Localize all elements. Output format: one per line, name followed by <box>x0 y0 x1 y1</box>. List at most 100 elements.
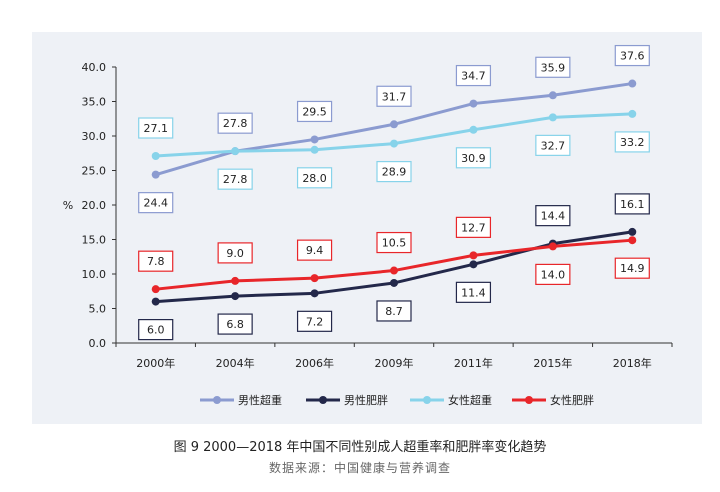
data-label-box <box>376 160 412 183</box>
data-label: 9.4 <box>306 244 324 257</box>
data-label-box <box>614 193 650 215</box>
data-label-box <box>376 231 412 254</box>
data-point <box>390 120 398 129</box>
y-tick-label: 0.0 <box>89 337 107 350</box>
data-label: 10.5 <box>382 237 407 250</box>
line-chart: 0.0 5.0 10.0 15.0 20.0 25.0 30.0 35.0 40.0% 2000年… <box>63 44 673 407</box>
data-label: 14.9 <box>620 262 645 275</box>
data-label-box <box>138 319 174 341</box>
data-label: 28.9 <box>382 166 407 179</box>
data-label: 8.7 <box>385 305 403 318</box>
data-label: 24.4 <box>143 197 168 210</box>
data-point <box>310 289 319 298</box>
legend-label: 男性超重 <box>238 393 282 407</box>
data-point <box>310 145 319 154</box>
data-label: 33.2 <box>620 136 645 149</box>
x-tick-label: 2004年 <box>216 356 255 370</box>
legend-swatch-dot <box>525 396 533 404</box>
data-point <box>390 139 398 148</box>
data-point <box>151 297 160 306</box>
data-label: 27.8 <box>223 117 248 130</box>
x-tick-label: 2018年 <box>613 356 652 370</box>
data-label: 35.9 <box>541 61 566 74</box>
data-label-box <box>296 239 333 261</box>
data-label-box <box>296 310 333 332</box>
data-point <box>548 91 557 100</box>
data-label-box <box>138 250 174 272</box>
figure-caption: 图 9 2000—2018 年中国不同性别成人超重率和肥胖率变化趋势 <box>173 440 547 455</box>
data-point <box>469 260 478 269</box>
data-point <box>151 152 160 161</box>
legend-swatch-dot <box>213 396 221 404</box>
x-tick-label: 2006年 <box>295 356 334 370</box>
data-label-box <box>535 263 571 285</box>
data-point <box>390 278 398 287</box>
data-point <box>151 285 160 294</box>
data-label: 11.4 <box>461 286 486 299</box>
x-tick-label: 2009年 <box>375 356 414 370</box>
data-point <box>469 125 478 134</box>
x-tick-label: 2015年 <box>533 356 572 370</box>
y-tick-label: 35.0 <box>82 96 107 109</box>
data-label-box <box>138 192 174 214</box>
data-point <box>231 147 240 156</box>
data-point <box>231 276 240 285</box>
data-label-box <box>217 168 253 190</box>
data-label: 30.9 <box>461 152 486 165</box>
data-label: 32.7 <box>541 139 566 152</box>
data-label-box <box>138 117 174 139</box>
data-point <box>310 135 319 144</box>
data-label: 6.0 <box>147 324 165 337</box>
y-tick-label: 10.0 <box>82 268 107 281</box>
y-tick-label: 40.0 <box>82 61 107 74</box>
data-label-box <box>455 281 492 303</box>
data-point <box>390 266 398 275</box>
data-label: 7.8 <box>147 255 165 268</box>
y-tick-label: 5.0 <box>89 303 107 316</box>
data-label-box <box>455 216 492 238</box>
data-label: 27.1 <box>143 122 168 135</box>
data-label-box <box>455 64 492 87</box>
chart-panel: 0.0 5.0 10.0 15.0 20.0 25.0 30.0 35.0 40.0% 2000年… <box>32 32 702 424</box>
data-point <box>151 170 160 179</box>
data-label-box <box>217 242 253 264</box>
data-label-box <box>535 205 571 227</box>
data-point <box>628 227 637 236</box>
data-label-box <box>376 300 412 322</box>
legend-label: 女性超重 <box>448 393 492 407</box>
data-point <box>628 109 637 118</box>
data-label-box <box>455 147 492 169</box>
data-label-box <box>217 112 253 134</box>
y-tick-label: 30.0 <box>82 130 107 143</box>
data-point <box>548 113 557 122</box>
source-caption: 数据来源：中国健康与营养调查 <box>268 461 451 475</box>
data-label: 37.6 <box>620 50 645 63</box>
data-label: 9.0 <box>226 247 244 260</box>
data-point <box>469 99 478 108</box>
data-label: 27.8 <box>223 173 248 186</box>
data-point <box>310 274 319 283</box>
legend-swatch-dot <box>423 396 431 404</box>
x-tick-label: 2011年 <box>454 356 493 370</box>
y-tick-label: 20.0 <box>82 199 107 212</box>
legend-swatch-dot <box>319 396 327 404</box>
data-label-box <box>376 85 412 107</box>
data-label-box <box>296 167 333 189</box>
data-label: 7.2 <box>306 315 324 328</box>
data-label: 34.7 <box>461 70 486 83</box>
data-label-box <box>614 44 650 67</box>
data-label: 31.7 <box>382 90 407 103</box>
legend-label: 男性肥胖 <box>344 393 388 407</box>
data-label-box <box>535 56 571 78</box>
data-label-box <box>296 100 333 123</box>
data-point <box>231 292 240 301</box>
data-label: 28.0 <box>302 172 327 185</box>
data-point <box>469 251 478 260</box>
data-label: 14.4 <box>541 210 566 223</box>
data-label-box <box>614 257 650 279</box>
data-label: 14.0 <box>541 268 566 281</box>
legend-label: 女性肥胖 <box>550 393 594 407</box>
y-axis-label: % <box>63 199 73 212</box>
data-point <box>628 236 637 245</box>
data-label: 6.8 <box>226 318 244 331</box>
